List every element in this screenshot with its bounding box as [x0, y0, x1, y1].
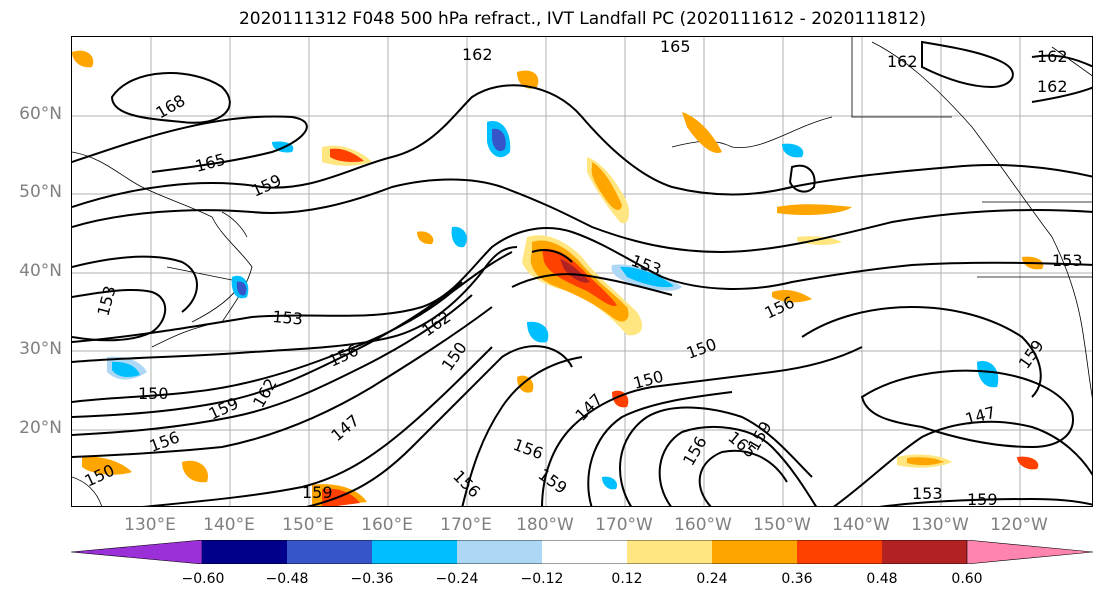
colorbar-segment	[202, 540, 287, 564]
colorbar	[71, 540, 1093, 564]
lon-label: 140°E	[203, 515, 255, 535]
colorbar-tick: 0.60	[951, 571, 983, 587]
colorbar-tick: −0.36	[350, 571, 394, 587]
map-canvas: 168 165 159 162 165 162 162 162 153 153 …	[72, 37, 1092, 507]
colorbar-tick: 0.12	[611, 571, 643, 587]
lon-label: 130°W	[911, 515, 969, 535]
colorbar-segment	[627, 540, 712, 564]
lon-label: 170°E	[440, 515, 492, 535]
contour-label: 150	[684, 334, 719, 362]
lat-label-20n: 20°N	[19, 418, 62, 438]
lon-label: 170°W	[595, 515, 653, 535]
lon-label: 180°W	[516, 515, 574, 535]
colorbar-extend-min	[71, 540, 203, 564]
contour-label: 156	[449, 466, 484, 501]
contour-label: 147	[963, 403, 997, 429]
colorbar-segment	[372, 540, 457, 564]
contour-label: 147	[571, 390, 606, 425]
colorbar-tick: 0.36	[781, 571, 813, 587]
contour-label: 147	[327, 411, 363, 445]
contour-label: 153	[1052, 251, 1083, 270]
contour-label: 153	[912, 484, 943, 503]
contour-label: 150	[631, 367, 665, 393]
lon-label: 150°E	[282, 515, 334, 535]
contour-label: 162	[462, 45, 493, 64]
contour-label: 162	[1037, 47, 1068, 66]
contour-label: 159	[249, 170, 285, 200]
map-title: 2020111312 F048 500 hPa refract., IVT La…	[238, 9, 926, 29]
height-contours	[72, 40, 1092, 506]
colorbar-tick: 0.24	[696, 571, 728, 587]
lat-label-60n: 60°N	[19, 104, 62, 124]
lon-label: 130°E	[124, 515, 176, 535]
colorbar-extend-max	[966, 540, 1093, 564]
lat-label-30n: 30°N	[19, 339, 62, 359]
colorbar-tick: −0.48	[265, 571, 309, 587]
contour-label: 159	[967, 490, 998, 507]
contour-label: 153	[94, 284, 120, 318]
lat-label-40n: 40°N	[19, 261, 62, 281]
lon-label: 160°W	[674, 515, 732, 535]
contour-label: 159	[535, 465, 571, 498]
contour-label: 156	[326, 340, 362, 370]
lon-label: 140°W	[832, 515, 890, 535]
contour-label: 168	[153, 91, 189, 123]
contour-label: 153	[272, 307, 304, 329]
colorbar-segment	[712, 540, 797, 564]
contour-label: 165	[660, 37, 691, 56]
colorbar-segment	[457, 540, 542, 564]
colorbar-tick: −0.24	[435, 571, 479, 587]
lon-label: 150°W	[753, 515, 811, 535]
lat-label-50n: 50°N	[19, 182, 62, 202]
lon-label: 120°W	[990, 515, 1048, 535]
coastlines	[72, 37, 1092, 506]
colorbar-segment	[542, 540, 627, 564]
colorbar-tick: −0.60	[181, 571, 225, 587]
colorbar-tick: 0.48	[866, 571, 898, 587]
colorbar-segment	[797, 540, 882, 564]
colorbar-segment	[882, 540, 967, 564]
contour-label: 162	[887, 52, 918, 71]
contour-label: 159	[302, 483, 333, 502]
graticule	[72, 37, 1092, 506]
contour-label: 156	[511, 435, 546, 463]
colorbar-segment	[287, 540, 372, 564]
map-panel: 168 165 159 162 165 162 162 162 153 153 …	[71, 36, 1093, 507]
lon-label: 160°E	[361, 515, 413, 535]
contour-label: 150	[438, 338, 471, 374]
contour-label: 150	[138, 384, 169, 403]
contour-label: 162	[1037, 77, 1068, 96]
contour-label: 165	[193, 150, 227, 176]
colorbar-tick: −0.12	[520, 571, 564, 587]
